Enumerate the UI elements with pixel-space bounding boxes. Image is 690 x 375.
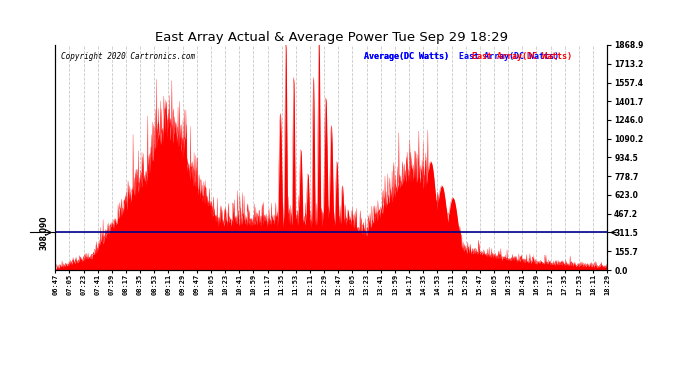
Title: East Array Actual & Average Power Tue Sep 29 18:29: East Array Actual & Average Power Tue Se… (155, 31, 508, 44)
Text: Average(DC Watts)  East Array(DC Watts): Average(DC Watts) East Array(DC Watts) (364, 52, 560, 61)
Text: East Array(DC Watts): East Array(DC Watts) (472, 52, 572, 61)
Text: Average(DC Watts): Average(DC Watts) (364, 52, 449, 61)
Text: Copyright 2020 Cartronics.com: Copyright 2020 Cartronics.com (61, 52, 195, 61)
